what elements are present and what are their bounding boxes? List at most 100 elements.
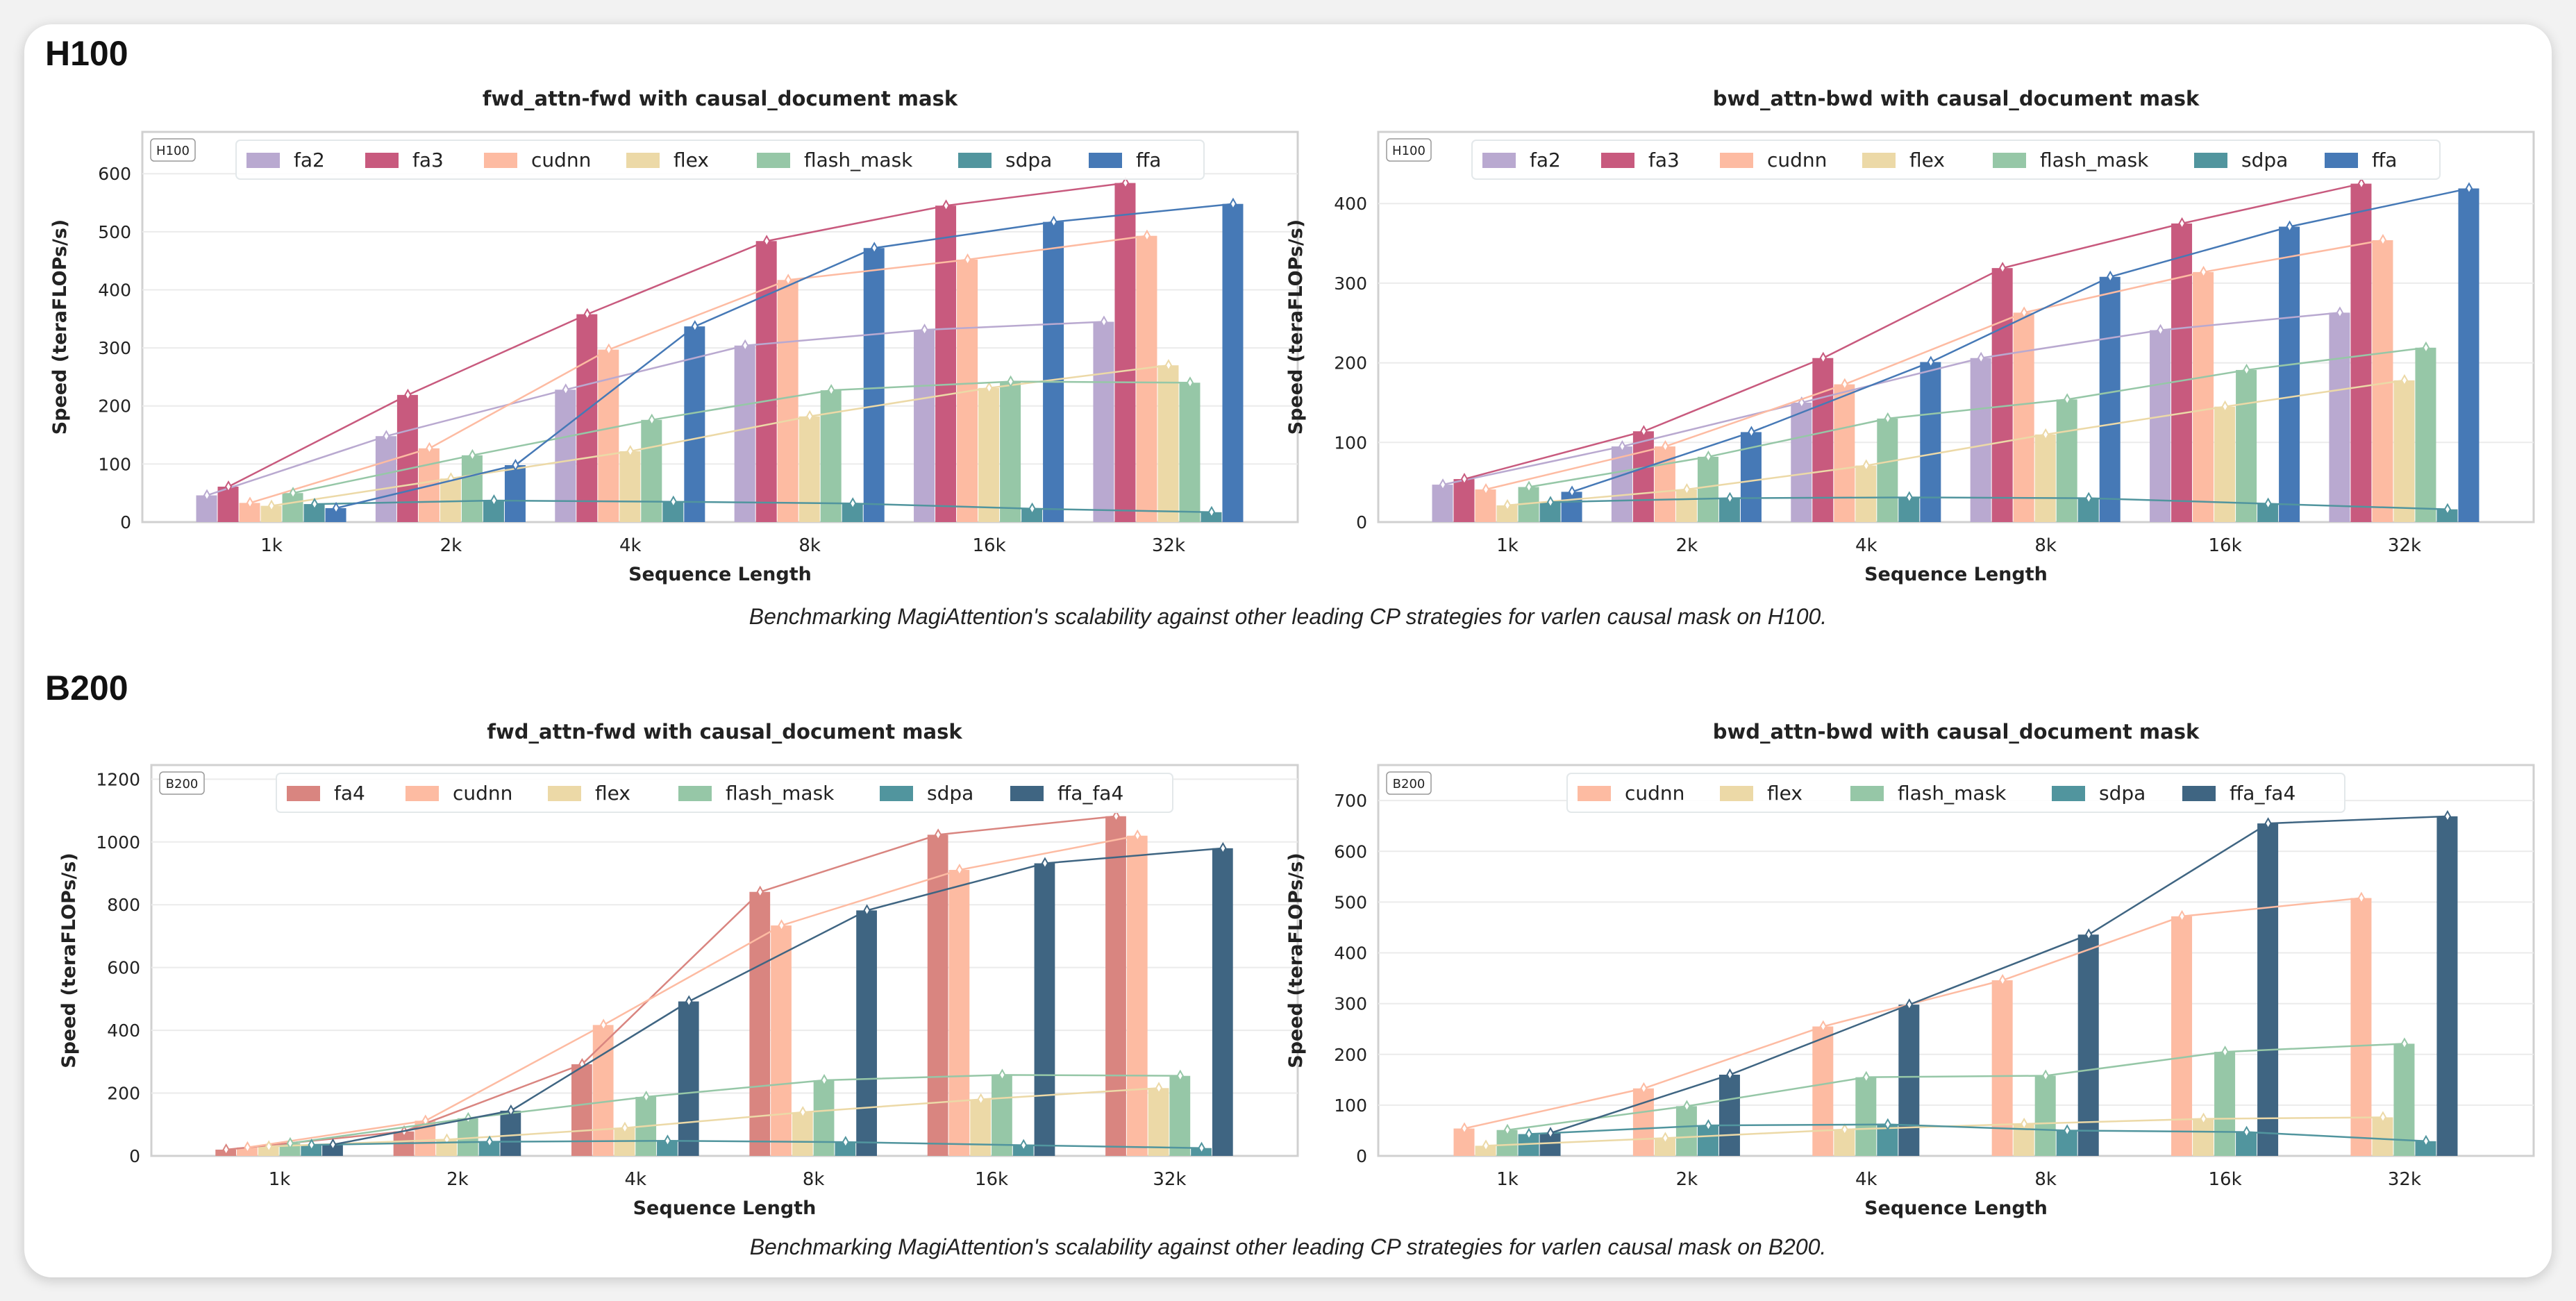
bar-flex [260, 505, 282, 522]
marker-sdpa [2422, 1134, 2430, 1148]
device-badge [1386, 138, 1432, 162]
marker-sdpa [2264, 497, 2272, 510]
line-cudnn [249, 235, 1148, 504]
bar-flex [798, 416, 820, 522]
bar-cudnn [2193, 271, 2214, 522]
marker-sdpa [1705, 1119, 1712, 1132]
marker-fa3 [1121, 176, 1130, 190]
marker-fa3 [404, 388, 412, 401]
marker-cudnn [246, 496, 254, 510]
x-tick-label: 8k [2034, 1169, 2057, 1190]
marker-cudnn [426, 442, 433, 455]
x-tick-label: 16k [975, 1169, 1008, 1190]
legend-swatch-ffa [2325, 153, 2358, 168]
bar-flash_mask [2034, 1075, 2056, 1156]
device-badge-label: H100 [1392, 144, 1425, 158]
marker-ffa [871, 242, 878, 255]
marker-fa2 [562, 383, 569, 396]
bar-flash_mask [1855, 1077, 1877, 1156]
marker-ffa_fa4 [1041, 857, 1049, 870]
legend-label: ffa [2372, 149, 2397, 171]
bar-ffa [504, 465, 526, 522]
legend-swatch-flash_mask [757, 153, 790, 168]
x-tick-label: 4k [625, 1169, 647, 1190]
marker-cudnn [964, 253, 971, 267]
bar-flex [978, 387, 1000, 522]
line-flex [271, 364, 1169, 507]
bar-flex [2393, 380, 2415, 522]
bar-flex [2214, 406, 2236, 522]
marker-sdpa [849, 497, 857, 510]
marker-cudnn [1134, 829, 1141, 842]
marker-ffa_fa4 [685, 995, 693, 1008]
bar-sdpa [657, 1141, 678, 1156]
bar-fa3 [1632, 431, 1654, 522]
legend-swatch-flash_mask [1850, 786, 1884, 801]
x-axis-label: Sequence Length [1864, 1198, 2048, 1219]
bar-ffa [325, 507, 346, 522]
marker-flash_mask [2400, 1037, 2409, 1050]
bar-fa2 [375, 436, 396, 522]
bar-fa3 [2171, 223, 2193, 522]
y-tick-label: 100 [1334, 1096, 1367, 1116]
marker-sdpa [1020, 1139, 1028, 1152]
bar-ffa [863, 248, 885, 522]
marker-flash_mask [998, 1068, 1006, 1082]
legend-label: sdpa [927, 782, 973, 805]
marker-ffa_fa4 [2085, 928, 2093, 941]
legend-swatch-sdpa [958, 153, 992, 168]
marker-ffa [2465, 182, 2473, 195]
x-tick-label: 16k [973, 535, 1006, 556]
chart-title: fwd_attn-fwd with causal_document mask [483, 87, 958, 110]
line-sdpa [315, 499, 1212, 514]
marker-fa2 [742, 339, 749, 352]
bar-cudnn [2350, 898, 2372, 1156]
bar-cudnn [2372, 240, 2393, 522]
marker-flash_mask [828, 384, 835, 397]
bar-fa4 [1105, 816, 1126, 1156]
marker-flex [2200, 1112, 2207, 1125]
marker-fa3 [583, 308, 591, 321]
device-badge [159, 771, 205, 795]
marker-fa3 [1460, 473, 1469, 486]
bar-sdpa [2415, 1141, 2436, 1156]
legend-swatch-fa2 [246, 153, 280, 168]
x-tick-label: 4k [619, 535, 642, 556]
chart-0: fwd_attn-fwd with causal_document mask 0 1… [49, 87, 1299, 585]
legend-swatch-cudnn [1578, 786, 1611, 801]
bar-flash_mask [1697, 456, 1718, 522]
marker-flex [1164, 359, 1173, 372]
marker-flash_mask [642, 1090, 650, 1104]
marker-fa2 [1619, 440, 1626, 453]
x-axis-label: Sequence Length [633, 1198, 817, 1219]
x-tick-label: 16k [2209, 1169, 2242, 1190]
marker-cudnn [778, 919, 785, 932]
y-tick-label: 0 [1356, 1146, 1367, 1166]
bar-ffa_fa4 [2077, 934, 2099, 1156]
legend-label: ffa_fa4 [2230, 782, 2295, 805]
legend-label: flex [674, 149, 709, 171]
line-fa3 [228, 182, 1126, 488]
marker-fa3 [2178, 217, 2186, 230]
marker-sdpa [308, 1139, 315, 1152]
marker-cudnn [1819, 1020, 1827, 1033]
y-tick-label: 1200 [96, 769, 140, 789]
y-tick-label: 300 [1334, 274, 1367, 294]
y-tick-label: 600 [107, 958, 140, 978]
marker-flex [2379, 1111, 2387, 1124]
marker-flash_mask [1705, 450, 1712, 463]
marker-fa2 [383, 430, 390, 443]
marker-cudnn [421, 1114, 429, 1127]
legend-label: cudnn [531, 149, 591, 171]
bar-fa2 [1970, 358, 1991, 522]
x-tick-label: 32k [2388, 1169, 2421, 1190]
legend-label: sdpa [2241, 149, 2288, 171]
x-tick-label: 1k [269, 1169, 291, 1190]
marker-sdpa [1028, 502, 1036, 515]
line-flash_mask [1528, 346, 2427, 488]
chart-title: fwd_attn-fwd with causal_document mask [487, 720, 962, 744]
marker-ffa_fa4 [1546, 1127, 1555, 1140]
y-tick-label: 200 [1334, 1045, 1367, 1065]
marker-ffa_fa4 [2264, 817, 2272, 830]
